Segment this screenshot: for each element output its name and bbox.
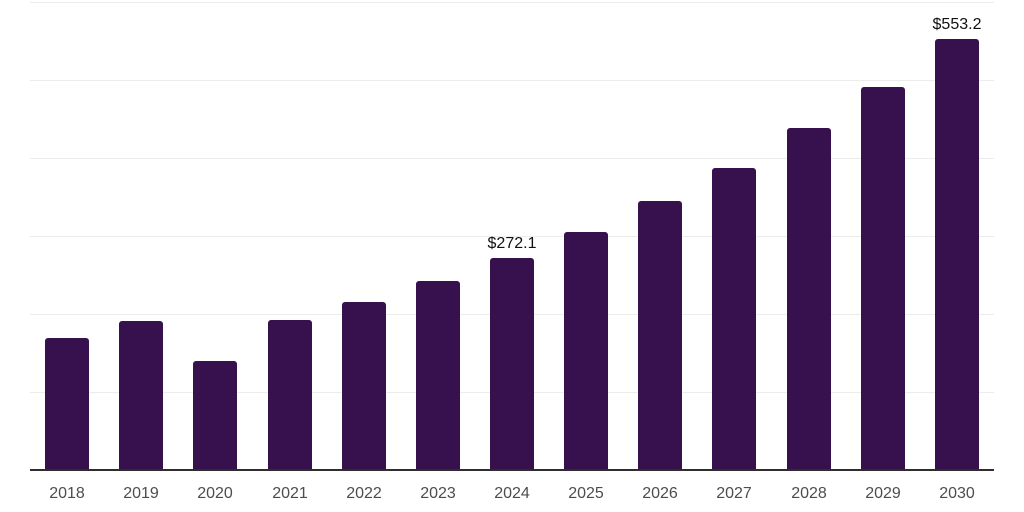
grid-line-400 [30,158,994,159]
x-tick-label-2020: 2020 [197,485,233,502]
grid-line-600 [30,2,994,3]
bar-2018 [45,338,89,470]
value-label-2024: $272.1 [487,235,537,252]
bar-2023 [416,281,460,470]
x-tick-label-2021: 2021 [272,485,308,502]
x-tick-label-2027: 2027 [716,485,752,502]
x-tick-label-2028: 2028 [791,485,827,502]
bar-2030 [935,39,979,470]
grid-line-300 [30,236,994,237]
x-tick-label-2029: 2029 [865,485,901,502]
bar-2029 [861,87,905,470]
bar-2027 [712,168,756,470]
x-tick-label-2024: 2024 [494,485,530,502]
x-tick-label-2026: 2026 [642,485,678,502]
bar-2019 [119,321,163,470]
x-tick-label-2018: 2018 [49,485,85,502]
x-tick-label-2019: 2019 [123,485,159,502]
x-tick-label-2023: 2023 [420,485,456,502]
bar-2022 [342,302,386,470]
x-tick-label-2025: 2025 [568,485,604,502]
grid-line-500 [30,80,994,81]
bar-2021 [268,320,312,470]
bar-2026 [638,201,682,470]
x-axis-line [30,469,994,471]
bar-2020 [193,361,237,470]
x-tick-label-2030: 2030 [939,485,975,502]
bar-2024 [490,258,534,470]
x-tick-label-2022: 2022 [346,485,382,502]
value-label-2030: $553.2 [932,16,982,33]
bar-2028 [787,128,831,470]
bar-2025 [564,232,608,470]
